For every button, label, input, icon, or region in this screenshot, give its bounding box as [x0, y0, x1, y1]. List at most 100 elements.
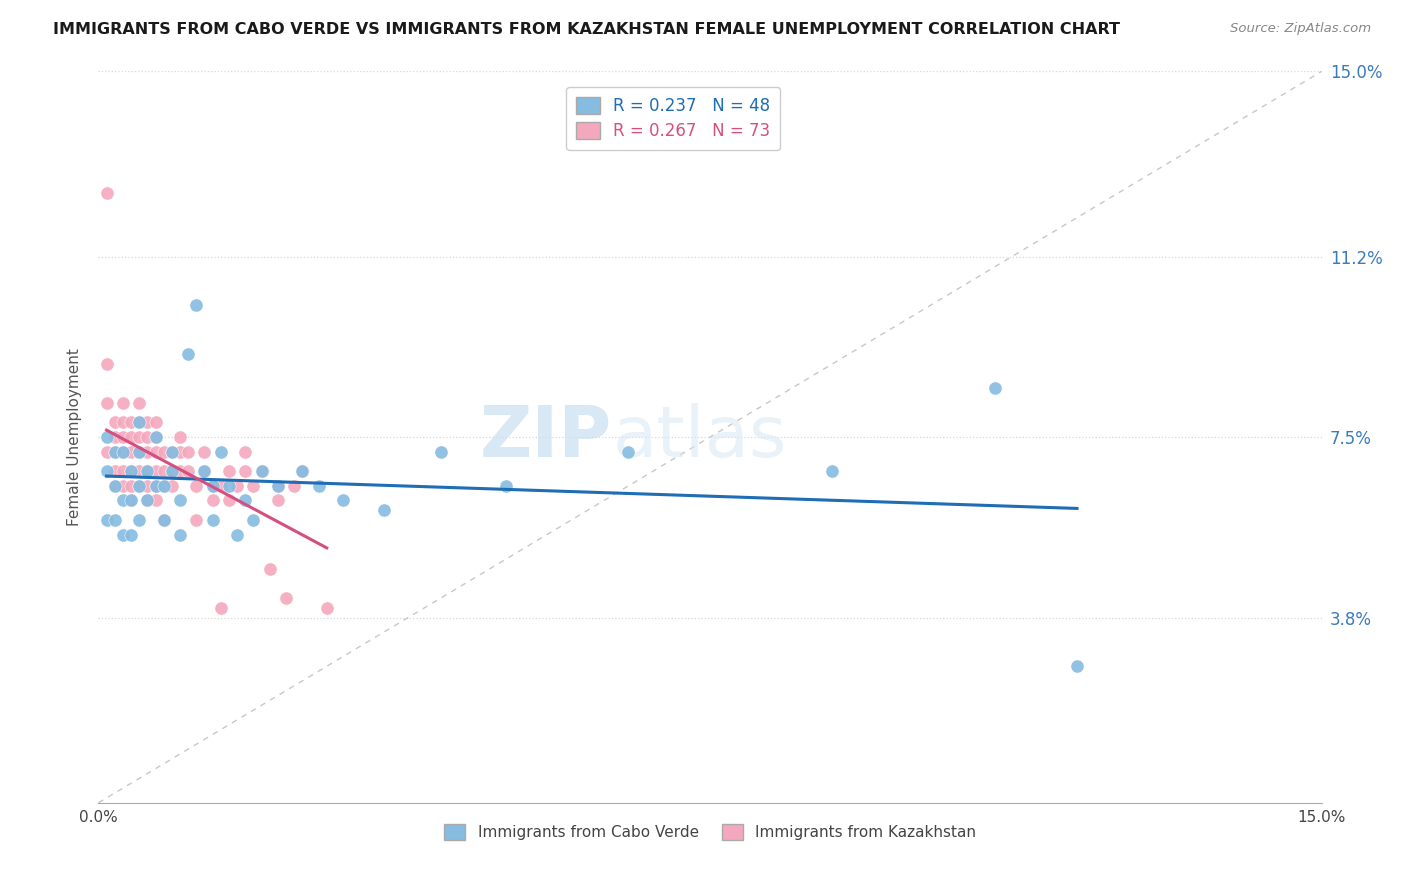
Point: [111, 430, 134, 444]
Point: [233, 444, 256, 458]
Point: [152, 513, 174, 527]
Point: [104, 444, 127, 458]
Point: [145, 430, 167, 444]
Point: [177, 464, 200, 478]
Point: [128, 464, 150, 478]
Point: [120, 416, 142, 430]
Point: [250, 464, 273, 478]
Point: [111, 416, 134, 430]
Point: [128, 444, 150, 458]
Point: [136, 493, 159, 508]
Point: [145, 479, 167, 493]
Point: [136, 444, 159, 458]
Point: [145, 416, 167, 430]
Point: [96, 444, 118, 458]
Point: [96, 357, 118, 371]
Point: [120, 479, 142, 493]
Point: [96, 396, 118, 410]
Point: [128, 416, 150, 430]
Point: [128, 430, 150, 444]
Point: [267, 479, 290, 493]
Point: [120, 527, 142, 541]
Point: [984, 381, 1007, 395]
Point: [111, 527, 134, 541]
Point: [177, 347, 200, 361]
Point: [186, 513, 208, 527]
Point: [169, 430, 191, 444]
Point: [104, 479, 127, 493]
Point: [128, 479, 150, 493]
Point: [821, 464, 844, 478]
Point: [104, 479, 127, 493]
Text: IMMIGRANTS FROM CABO VERDE VS IMMIGRANTS FROM KAZAKHSTAN FEMALE UNEMPLOYMENT COR: IMMIGRANTS FROM CABO VERDE VS IMMIGRANTS…: [53, 22, 1121, 37]
Point: [495, 479, 517, 493]
Point: [226, 479, 249, 493]
Point: [186, 479, 208, 493]
Point: [128, 444, 150, 458]
Point: [152, 444, 174, 458]
Point: [218, 464, 240, 478]
Point: [160, 444, 183, 458]
Point: [145, 430, 167, 444]
Point: [152, 464, 174, 478]
Point: [193, 464, 215, 478]
Point: [169, 527, 191, 541]
Point: [152, 513, 174, 527]
Point: [267, 479, 290, 493]
Point: [209, 444, 232, 458]
Point: [111, 493, 134, 508]
Point: [201, 493, 224, 508]
Point: [104, 444, 127, 458]
Point: [145, 464, 167, 478]
Legend: Immigrants from Cabo Verde, Immigrants from Kazakhstan: Immigrants from Cabo Verde, Immigrants f…: [437, 818, 983, 847]
Point: [193, 464, 215, 478]
Point: [152, 479, 174, 493]
Point: [96, 186, 118, 201]
Point: [111, 444, 134, 458]
Point: [104, 430, 127, 444]
Point: [136, 430, 159, 444]
Point: [233, 493, 256, 508]
Point: [617, 444, 640, 458]
Point: [169, 464, 191, 478]
Point: [201, 479, 224, 493]
Point: [128, 396, 150, 410]
Point: [193, 444, 215, 458]
Point: [332, 493, 354, 508]
Point: [104, 416, 127, 430]
Point: [267, 493, 290, 508]
Point: [209, 479, 232, 493]
Point: [177, 444, 200, 458]
Point: [145, 479, 167, 493]
Point: [201, 479, 224, 493]
Point: [242, 479, 264, 493]
Point: [291, 464, 314, 478]
Point: [259, 562, 281, 576]
Point: [226, 527, 249, 541]
Point: [430, 444, 453, 458]
Text: atlas: atlas: [612, 402, 786, 472]
Point: [160, 464, 183, 478]
Point: [242, 513, 264, 527]
Y-axis label: Female Unemployment: Female Unemployment: [67, 348, 83, 526]
Point: [160, 479, 183, 493]
Point: [291, 464, 314, 478]
Point: [120, 493, 142, 508]
Point: [111, 479, 134, 493]
Point: [283, 479, 305, 493]
Point: [315, 600, 337, 615]
Point: [233, 464, 256, 478]
Point: [120, 464, 142, 478]
Point: [218, 493, 240, 508]
Point: [160, 464, 183, 478]
Point: [218, 479, 240, 493]
Point: [128, 479, 150, 493]
Point: [111, 444, 134, 458]
Point: [145, 493, 167, 508]
Point: [160, 444, 183, 458]
Point: [145, 444, 167, 458]
Point: [274, 591, 297, 605]
Point: [136, 493, 159, 508]
Text: ZIP: ZIP: [479, 402, 612, 472]
Point: [128, 513, 150, 527]
